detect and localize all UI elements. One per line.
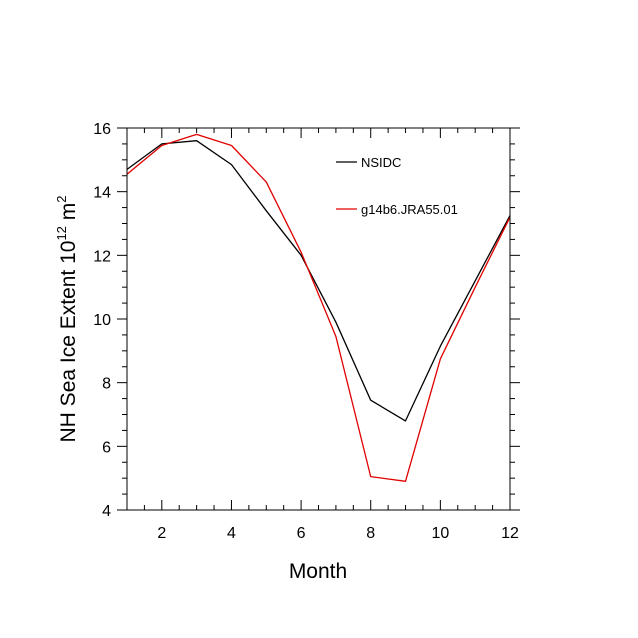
y-tick-label: 14: [93, 185, 111, 202]
y-tick-label: 4: [102, 503, 111, 520]
y-tick-label: 10: [93, 312, 111, 329]
tick-labels: 2 4 6 8 10 12 4 6 8 10 12 14 16: [93, 121, 519, 542]
y-axis-title-unit: m: [57, 203, 80, 226]
x-tick-label: 2: [157, 525, 166, 542]
y-axis-title-exponent: 12: [54, 226, 69, 240]
plot-frame: [126, 127, 511, 511]
y-tick-label: 16: [93, 121, 111, 138]
x-tick-label: 6: [297, 525, 306, 542]
series-line-g14b6-jra55-01: [126, 133, 511, 482]
series-group: [126, 133, 511, 482]
y-axis-title-main: NH Sea Ice Extent 10: [57, 241, 80, 443]
y-tick-label: 8: [102, 376, 111, 393]
legend-label: g14b6.JRA55.01: [361, 202, 458, 217]
y-axis-title-unit-exponent: 2: [54, 196, 69, 203]
x-axis-title: Month: [289, 560, 347, 583]
y-tick-label: 6: [102, 439, 111, 456]
x-tick-label: 4: [227, 525, 236, 542]
x-tick-label: 12: [501, 525, 519, 542]
x-tick-label: 8: [366, 525, 375, 542]
legend: NSIDC g14b6.JRA55.01: [336, 155, 458, 217]
legend-label: NSIDC: [361, 155, 401, 170]
x-tick-label: 10: [431, 525, 449, 542]
y-tick-label: 12: [93, 248, 111, 265]
series-line-nsidc: [126, 140, 511, 422]
y-axis-title: NH Sea Ice Extent 1012 m2: [54, 196, 80, 443]
